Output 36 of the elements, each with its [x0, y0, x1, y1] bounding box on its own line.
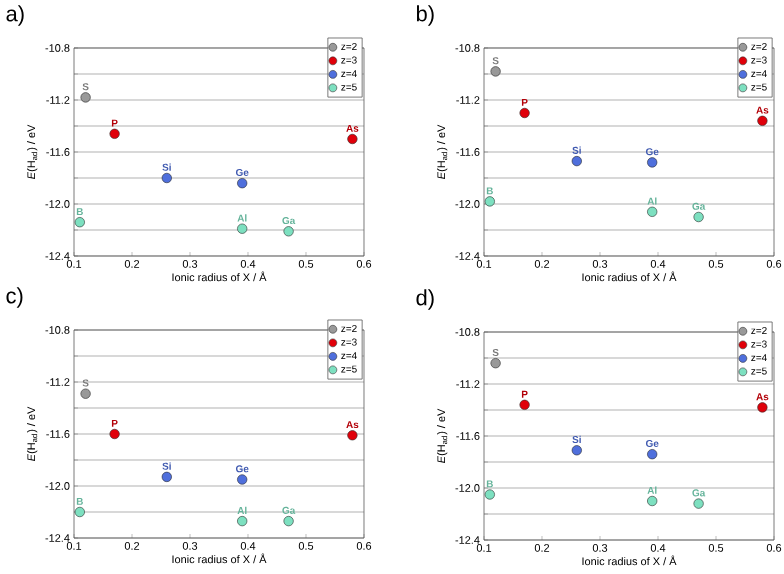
point — [347, 430, 358, 441]
point — [693, 211, 704, 223]
point — [283, 516, 294, 527]
point — [519, 399, 530, 410]
point — [647, 495, 658, 507]
point — [237, 474, 248, 485]
point — [484, 196, 495, 207]
point — [237, 178, 248, 189]
point — [237, 516, 248, 527]
point — [161, 471, 172, 482]
point — [757, 402, 768, 413]
chart-title: d) — [416, 289, 434, 310]
chart-title: a) — [6, 5, 24, 26]
point — [519, 107, 530, 119]
point — [283, 226, 294, 237]
point — [693, 498, 704, 509]
point — [490, 358, 501, 369]
point — [80, 92, 91, 103]
point — [647, 449, 658, 460]
point — [647, 206, 658, 217]
point — [109, 428, 120, 440]
point — [237, 223, 248, 234]
point — [109, 128, 120, 139]
point — [347, 133, 358, 145]
point — [80, 388, 91, 399]
point — [161, 172, 172, 184]
point — [74, 217, 85, 228]
chart-title: c) — [6, 287, 23, 308]
point — [74, 506, 85, 518]
point — [757, 115, 768, 126]
point — [490, 66, 501, 77]
chart-title: b) — [416, 5, 434, 26]
point — [571, 445, 582, 456]
point — [647, 157, 658, 168]
point — [571, 156, 582, 167]
point — [484, 489, 495, 500]
